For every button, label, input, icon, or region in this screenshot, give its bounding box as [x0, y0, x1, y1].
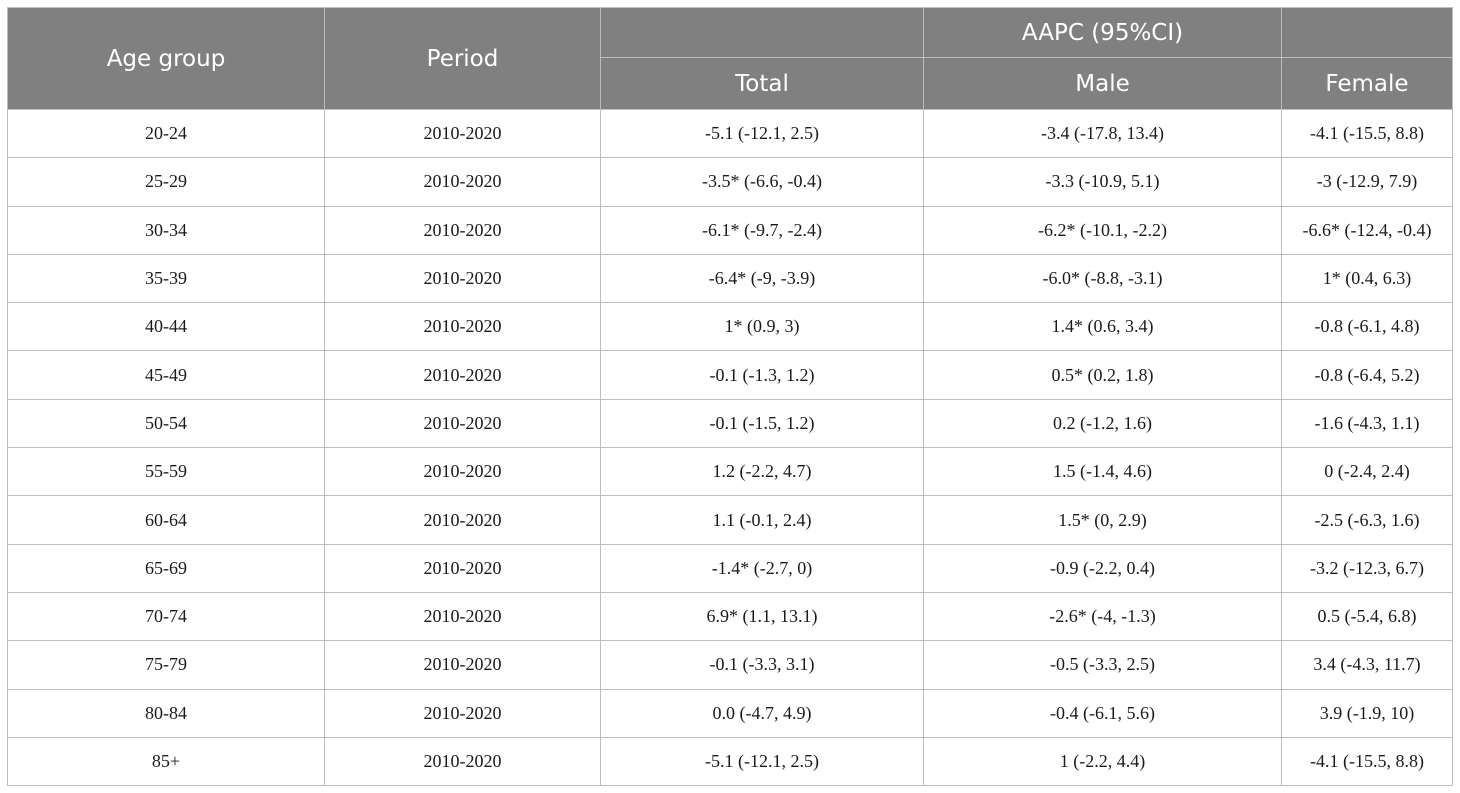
cell-male: -6.0* (-8.8, -3.1)	[923, 253, 1282, 304]
cell-male: -0.5 (-3.3, 2.5)	[923, 640, 1282, 690]
table-row: 50-54 2010-2020 -0.1 (-1.5, 1.2) 0.2 (-1.2,…	[7, 398, 1453, 449]
cell-age-group: 30-34	[7, 205, 325, 255]
cell-female: 0.5 (-5.4, 6.8)	[1281, 591, 1453, 642]
table-row: 20-24 2010-2020 -5.1 (-12.1, 2.5) -3.4 (-17…	[7, 108, 1453, 159]
cell-period: 2010-2020	[324, 688, 601, 738]
cell-age-group: 40-44	[7, 302, 325, 352]
cell-male: 0.5* (0.2, 1.8)	[923, 350, 1282, 400]
table-row: 60-64 2010-2020 1.1 (-0.1, 2.4) 1.5* (0, 2.…	[7, 495, 1453, 545]
header-aapc: AAPC (95%CI)	[923, 7, 1282, 58]
cell-total: -6.4* (-9, -3.9)	[600, 253, 924, 304]
header-female: Female	[1281, 57, 1453, 110]
cell-female: -4.1 (-15.5, 8.8)	[1281, 736, 1453, 787]
cell-total: -6.1* (-9.7, -2.4)	[600, 205, 924, 255]
table-row: 30-34 2010-2020 -6.1* (-9.7, -2.4) -6.2* (-…	[7, 205, 1453, 255]
cell-period: 2010-2020	[324, 205, 601, 255]
cell-total: 1* (0.9, 3)	[600, 302, 924, 352]
cell-age-group: 65-69	[7, 543, 325, 593]
cell-age-group: 50-54	[7, 398, 325, 449]
table-row: 35-39 2010-2020 -6.4* (-9, -3.9) -6.0* (-8.…	[7, 253, 1453, 304]
cell-age-group: 80-84	[7, 688, 325, 738]
table-row: 70-74 2010-2020 6.9* (1.1, 13.1) -2.6* (-4,…	[7, 591, 1453, 642]
cell-period: 2010-2020	[324, 543, 601, 593]
cell-male: 0.2 (-1.2, 1.6)	[923, 398, 1282, 449]
aapc-table: Age group Period AAPC (95%CI) Total Male…	[7, 7, 1453, 787]
cell-female: -3.2 (-12.3, 6.7)	[1281, 543, 1453, 593]
header-total: Total	[600, 57, 924, 110]
cell-age-group: 25-29	[7, 157, 325, 207]
cell-male: -3.4 (-17.8, 13.4)	[923, 108, 1282, 159]
cell-total: 6.9* (1.1, 13.1)	[600, 591, 924, 642]
cell-period: 2010-2020	[324, 108, 601, 159]
cell-period: 2010-2020	[324, 736, 601, 787]
header-blank-total	[600, 7, 924, 58]
table-row: 65-69 2010-2020 -1.4* (-2.7, 0) -0.9 (-2.2,…	[7, 543, 1453, 593]
cell-male: 1 (-2.2, 4.4)	[923, 736, 1282, 787]
cell-total: 0.0 (-4.7, 4.9)	[600, 688, 924, 738]
table-row: 80-84 2010-2020 0.0 (-4.7, 4.9) -0.4 (-6.1,…	[7, 688, 1453, 738]
cell-period: 2010-2020	[324, 640, 601, 690]
cell-female: 0 (-2.4, 2.4)	[1281, 447, 1453, 497]
header-period: Period	[324, 7, 601, 110]
table-body: 20-24 2010-2020 -5.1 (-12.1, 2.5) -3.4 (-17…	[7, 108, 1453, 787]
cell-total: -0.1 (-1.5, 1.2)	[600, 398, 924, 449]
cell-period: 2010-2020	[324, 495, 601, 545]
table-row: 85+ 2010-2020 -5.1 (-12.1, 2.5) 1 (-2.2, 4.…	[7, 736, 1453, 787]
header-male: Male	[923, 57, 1282, 110]
cell-female: -3 (-12.9, 7.9)	[1281, 157, 1453, 207]
cell-female: -0.8 (-6.1, 4.8)	[1281, 302, 1453, 352]
cell-male: -6.2* (-10.1, -2.2)	[923, 205, 1282, 255]
table-row: 45-49 2010-2020 -0.1 (-1.3, 1.2) 0.5* (0.2,…	[7, 350, 1453, 400]
cell-female: -0.8 (-6.4, 5.2)	[1281, 350, 1453, 400]
cell-period: 2010-2020	[324, 350, 601, 400]
cell-total: 1.2 (-2.2, 4.7)	[600, 447, 924, 497]
cell-period: 2010-2020	[324, 591, 601, 642]
cell-period: 2010-2020	[324, 157, 601, 207]
table-header: Age group Period AAPC (95%CI) Total Male…	[7, 7, 1453, 110]
cell-total: -1.4* (-2.7, 0)	[600, 543, 924, 593]
cell-female: -4.1 (-15.5, 8.8)	[1281, 108, 1453, 159]
cell-male: 1.4* (0.6, 3.4)	[923, 302, 1282, 352]
cell-period: 2010-2020	[324, 447, 601, 497]
cell-period: 2010-2020	[324, 302, 601, 352]
cell-male: 1.5* (0, 2.9)	[923, 495, 1282, 545]
cell-age-group: 55-59	[7, 447, 325, 497]
cell-total: 1.1 (-0.1, 2.4)	[600, 495, 924, 545]
cell-age-group: 70-74	[7, 591, 325, 642]
cell-age-group: 75-79	[7, 640, 325, 690]
header-age-group: Age group	[7, 7, 325, 110]
table-row: 40-44 2010-2020 1* (0.9, 3) 1.4* (0.6, 3.4)…	[7, 302, 1453, 352]
cell-male: -3.3 (-10.9, 5.1)	[923, 157, 1282, 207]
cell-age-group: 20-24	[7, 108, 325, 159]
header-row-2: Total Male Female	[8, 57, 1453, 110]
cell-age-group: 45-49	[7, 350, 325, 400]
cell-total: -0.1 (-1.3, 1.2)	[600, 350, 924, 400]
cell-female: -2.5 (-6.3, 1.6)	[1281, 495, 1453, 545]
cell-age-group: 60-64	[7, 495, 325, 545]
cell-female: 3.9 (-1.9, 10)	[1281, 688, 1453, 738]
cell-female: -1.6 (-4.3, 1.1)	[1281, 398, 1453, 449]
cell-period: 2010-2020	[324, 398, 601, 449]
cell-male: -2.6* (-4, -1.3)	[923, 591, 1282, 642]
cell-female: -6.6* (-12.4, -0.4)	[1281, 205, 1453, 255]
header-blank-female	[1281, 7, 1453, 58]
cell-total: -5.1 (-12.1, 2.5)	[600, 108, 924, 159]
cell-male: -0.4 (-6.1, 5.6)	[923, 688, 1282, 738]
cell-period: 2010-2020	[324, 253, 601, 304]
cell-age-group: 85+	[7, 736, 325, 787]
table-row: 25-29 2010-2020 -3.5* (-6.6, -0.4) -3.3 (-1…	[7, 157, 1453, 207]
cell-total: -3.5* (-6.6, -0.4)	[600, 157, 924, 207]
cell-age-group: 35-39	[7, 253, 325, 304]
header-row-1: Age group Period AAPC (95%CI)	[7, 7, 1453, 110]
cell-total: -0.1 (-3.3, 3.1)	[600, 640, 924, 690]
cell-female: 1* (0.4, 6.3)	[1281, 253, 1453, 304]
cell-male: 1.5 (-1.4, 4.6)	[923, 447, 1282, 497]
cell-total: -5.1 (-12.1, 2.5)	[600, 736, 924, 787]
cell-female: 3.4 (-4.3, 11.7)	[1281, 640, 1453, 690]
table-row: 75-79 2010-2020 -0.1 (-3.3, 3.1) -0.5 (-3.3…	[7, 640, 1453, 690]
table-row: 55-59 2010-2020 1.2 (-2.2, 4.7) 1.5 (-1.4, …	[7, 447, 1453, 497]
cell-male: -0.9 (-2.2, 0.4)	[923, 543, 1282, 593]
